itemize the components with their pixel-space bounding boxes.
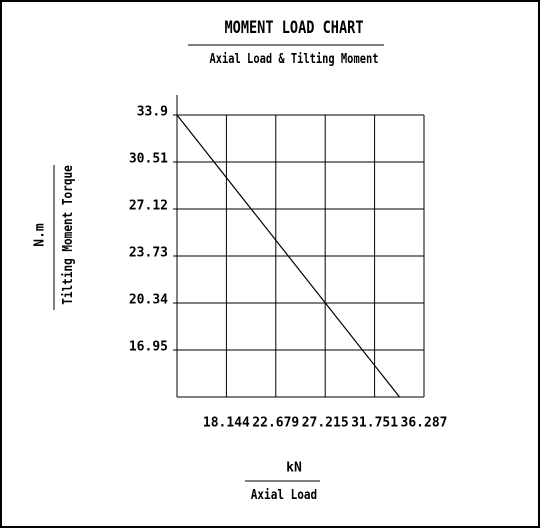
y-tick-label: 33.9 xyxy=(137,105,168,120)
y-axis-label: Tilting Moment Torque xyxy=(60,165,75,305)
x-axis-label: Axial Load xyxy=(251,487,317,502)
y-tick-label: 16.95 xyxy=(129,340,168,355)
y-tick-label: 30.51 xyxy=(129,152,168,167)
x-tick-label: 18.144 xyxy=(203,416,250,431)
y-unit: N.m xyxy=(33,223,48,247)
chart-subtitle: Axial Load & Tilting Moment xyxy=(210,51,379,66)
y-tick-label: 23.73 xyxy=(129,246,168,261)
y-tick-label: 20.34 xyxy=(129,293,168,308)
x-tick-label: 27.215 xyxy=(302,416,349,431)
x-tick-label: 36.287 xyxy=(401,416,448,431)
x-tick-label: 22.679 xyxy=(252,416,299,431)
x-unit: kN xyxy=(286,461,302,476)
y-tick-label: 27.12 xyxy=(129,199,168,214)
chart-title: MOMENT LOAD CHART xyxy=(224,18,363,38)
line xyxy=(176,114,400,398)
x-tick-label: 31.751 xyxy=(351,416,398,431)
